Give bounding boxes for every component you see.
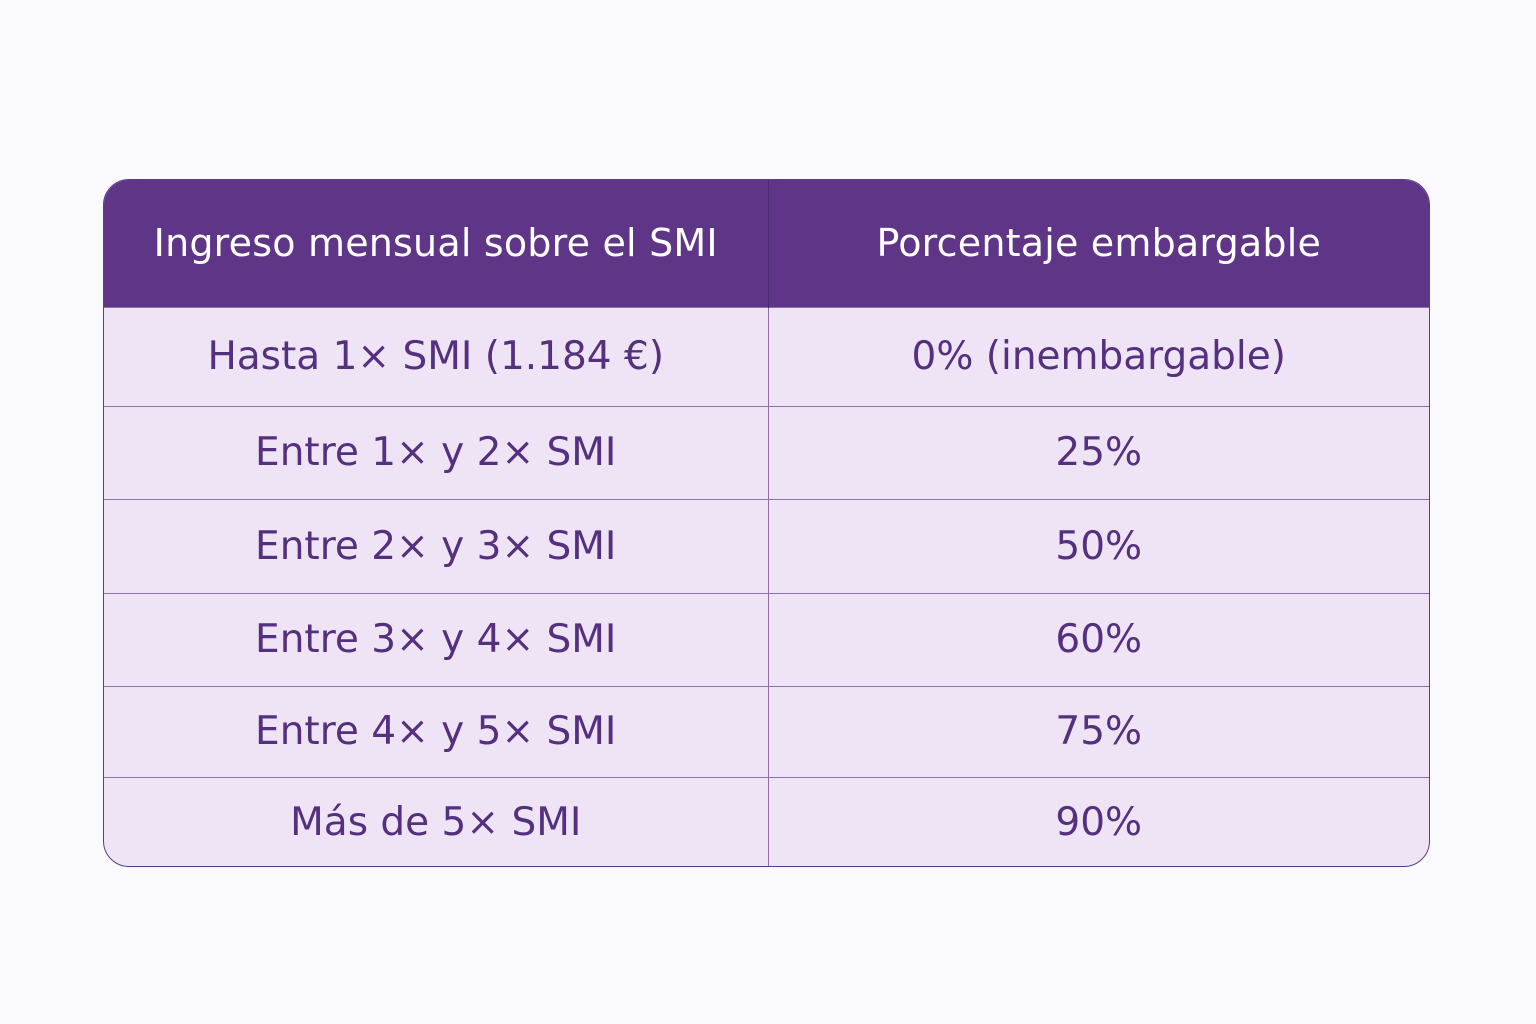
- income-cell: Más de 5× SMI: [104, 777, 769, 866]
- income-cell: Entre 3× y 4× SMI: [104, 593, 769, 686]
- percentage-cell: 0% (inembargable): [911, 334, 1286, 379]
- header-row: Ingreso mensual sobre el SMI Porcentaje …: [104, 180, 1429, 307]
- percentage-cell: 25%: [1055, 430, 1143, 475]
- income-cell: Entre 2× y 3× SMI: [104, 499, 769, 593]
- income-cell: Entre 4× y 5× SMI: [104, 686, 769, 777]
- income-cell: Entre 1× y 2× SMI: [104, 406, 769, 499]
- percentage-cell: 50%: [1055, 523, 1143, 569]
- table-row: Entre 3× y 4× SMI 60%: [104, 593, 1429, 686]
- table-row: Hasta 1× SMI (1.184 €) 0% (inembargable): [104, 307, 1429, 406]
- embargo-table-card: Ingreso mensual sobre el SMI Porcentaje …: [103, 179, 1430, 867]
- percentage-cell: 75%: [1055, 709, 1143, 754]
- table-row: Más de 5× SMI 90%: [104, 777, 1429, 866]
- income-cell: Hasta 1× SMI (1.184 €): [104, 307, 769, 406]
- column-header-income: Ingreso mensual sobre el SMI: [104, 180, 769, 307]
- embargo-table: Ingreso mensual sobre el SMI Porcentaje …: [104, 180, 1429, 866]
- percentage-cell: 60%: [1055, 617, 1143, 662]
- table-body: Hasta 1× SMI (1.184 €) 0% (inembargable)…: [104, 307, 1429, 866]
- percentage-cell: 90%: [1055, 800, 1143, 846]
- table-row: Entre 4× y 5× SMI 75%: [104, 686, 1429, 777]
- table-header: Ingreso mensual sobre el SMI Porcentaje …: [104, 180, 1429, 307]
- table-row: Entre 2× y 3× SMI 50%: [104, 499, 1429, 593]
- column-header-percentage: Porcentaje embargable: [876, 221, 1322, 266]
- table-row: Entre 1× y 2× SMI 25%: [104, 406, 1429, 499]
